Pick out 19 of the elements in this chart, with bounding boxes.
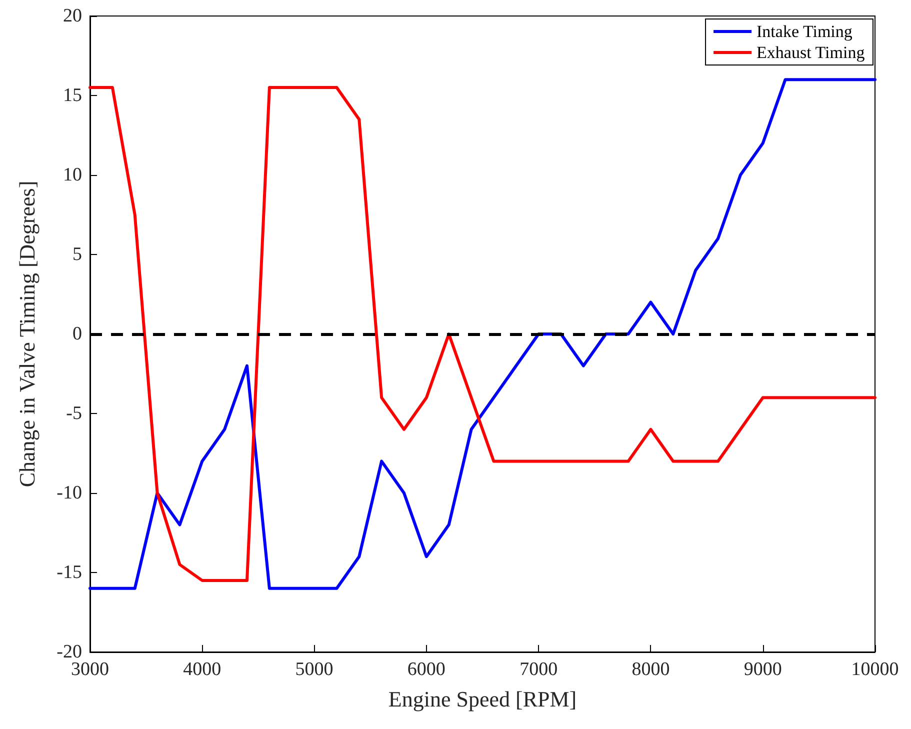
y-axis-title: Change in Valve Timing [Degrees] bbox=[14, 180, 40, 488]
y-tick-label: 0 bbox=[72, 324, 82, 344]
legend-label: Intake Timing bbox=[756, 22, 853, 41]
y-tick-label: 5 bbox=[72, 244, 82, 265]
y-tick-label: 15 bbox=[63, 85, 82, 106]
y-tick-label: 10 bbox=[63, 164, 82, 186]
x-tick-label: 5000 bbox=[295, 659, 334, 680]
x-tick-label: 4000 bbox=[183, 659, 222, 680]
x-tick-label: 6000 bbox=[407, 659, 446, 680]
x-tick-label: 7000 bbox=[520, 659, 558, 680]
legend-label: Exhaust Timing bbox=[756, 43, 866, 62]
x-tick-label: 8000 bbox=[632, 659, 670, 680]
y-tick-label: -5 bbox=[66, 403, 82, 424]
y-tick-label: -10 bbox=[56, 482, 82, 504]
x-tick-label: 10000 bbox=[851, 659, 899, 680]
x-tick-label: 9000 bbox=[744, 659, 782, 680]
x-axis-title: Engine Speed [RPM] bbox=[388, 686, 577, 712]
y-tick-label: 20 bbox=[63, 6, 82, 26]
y-tick-label: -15 bbox=[56, 562, 82, 583]
